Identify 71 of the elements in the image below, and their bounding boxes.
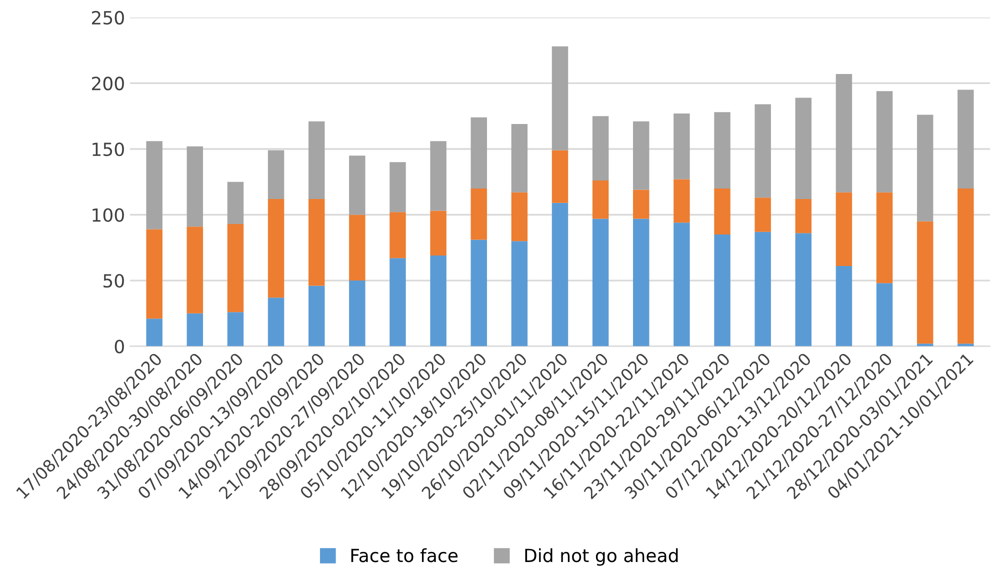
bar	[430, 210, 446, 256]
bar	[511, 192, 528, 242]
bar	[390, 258, 406, 346]
bar	[552, 202, 568, 346]
bar	[349, 280, 366, 346]
bar	[958, 90, 974, 188]
bar	[876, 283, 893, 346]
bar	[633, 121, 650, 190]
legend-label: Face to face	[351, 548, 458, 562]
bar	[186, 146, 204, 227]
bar	[958, 188, 974, 344]
bar	[876, 192, 893, 284]
bar	[754, 198, 771, 232]
bar	[552, 150, 568, 203]
bar	[714, 234, 730, 346]
bar	[552, 46, 568, 150]
bar	[633, 190, 650, 219]
bar	[268, 298, 284, 346]
bar	[227, 182, 244, 224]
bar	[714, 112, 730, 188]
bar	[268, 198, 284, 298]
bar	[308, 286, 325, 346]
bar	[511, 241, 528, 346]
bar	[227, 312, 244, 346]
bar	[186, 313, 204, 346]
bar	[308, 121, 325, 199]
bar	[633, 218, 650, 346]
bar	[592, 180, 609, 219]
bar	[714, 188, 730, 234]
legend-label: Did not go ahead	[525, 548, 678, 566]
bar	[592, 116, 609, 181]
y-tick-label: 250	[92, 10, 124, 25]
bar	[268, 150, 284, 199]
bar	[916, 344, 934, 346]
bar	[836, 74, 852, 192]
bar	[349, 156, 366, 215]
bar	[308, 198, 325, 286]
bar	[511, 124, 528, 192]
bar	[836, 266, 852, 346]
bar	[390, 212, 406, 258]
bar	[470, 240, 487, 346]
bar	[430, 256, 446, 346]
bar	[146, 141, 162, 230]
bar	[470, 117, 487, 188]
y-tick-label: 100	[92, 208, 124, 222]
bar	[916, 114, 934, 222]
bar	[795, 198, 812, 234]
bar	[916, 221, 934, 344]
bar	[430, 141, 446, 211]
bar	[674, 113, 690, 180]
y-tick-label: 200	[92, 76, 124, 90]
bar	[146, 318, 162, 346]
y-tick-label: 150	[92, 142, 124, 156]
bar	[795, 98, 812, 199]
bar	[592, 218, 609, 346]
y-tick-label: 0	[114, 340, 124, 354]
bar	[349, 214, 366, 281]
bar	[754, 232, 771, 346]
bar	[674, 179, 690, 223]
bar	[227, 224, 244, 312]
bar	[876, 91, 893, 192]
bar	[186, 226, 204, 314]
bar	[674, 222, 690, 346]
bar	[795, 233, 812, 346]
bar	[958, 344, 974, 346]
y-tick-label: 50	[104, 274, 124, 288]
bar	[836, 192, 852, 266]
bar	[754, 104, 771, 198]
bar	[470, 188, 487, 240]
bar	[390, 162, 406, 212]
bar	[146, 229, 162, 319]
